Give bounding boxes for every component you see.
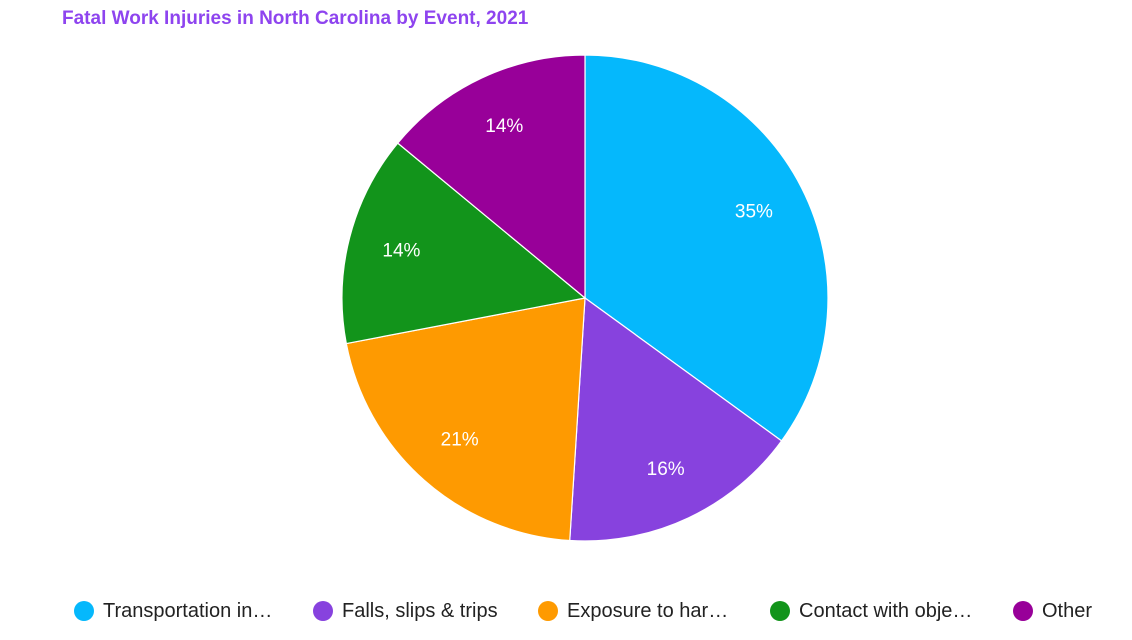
legend-swatch [538,601,558,621]
pie-slice-labels: 35% 16% 21% 14% 14% [382,116,773,480]
legend-item-transportation[interactable]: Transportation in… [74,596,272,626]
slice-label-falls: 16% [647,459,685,480]
pie-slice-exposure[interactable] [345,297,586,542]
legend-label: Transportation in… [103,599,273,622]
pie-slice-other[interactable] [396,54,586,300]
legend-label: Contact with obje… [799,599,973,622]
slice-label-transportation: 35% [735,202,773,223]
pie-chart: 35% 16% 21% 14% 14% [341,54,829,542]
legend-swatch [74,601,94,621]
pie-slices [341,54,829,542]
legend-label: Exposure to har… [567,599,729,622]
legend-swatch [313,601,333,621]
legend-item-other[interactable]: Other [1013,596,1092,626]
pie-slice-contact[interactable] [341,142,587,345]
legend-item-contact[interactable]: Contact with obje… [770,596,972,626]
legend-label: Other [1042,599,1093,622]
legend-swatch [1013,601,1033,621]
legend-item-exposure[interactable]: Exposure to har… [538,596,728,626]
slice-label-other: 14% [485,116,523,137]
chart-legend: Transportation in… Falls, slips & trips … [0,596,1132,626]
chart-title: Fatal Work Injuries in North Carolina by… [62,8,529,29]
legend-item-falls[interactable]: Falls, slips & trips [313,596,498,626]
slice-label-exposure: 21% [441,430,479,451]
slice-label-contact: 14% [382,240,420,261]
pie-slice-falls[interactable] [569,296,783,542]
legend-label: Falls, slips & trips [342,599,498,622]
legend-swatch [770,601,790,621]
pie-slice-transportation[interactable] [584,54,829,442]
